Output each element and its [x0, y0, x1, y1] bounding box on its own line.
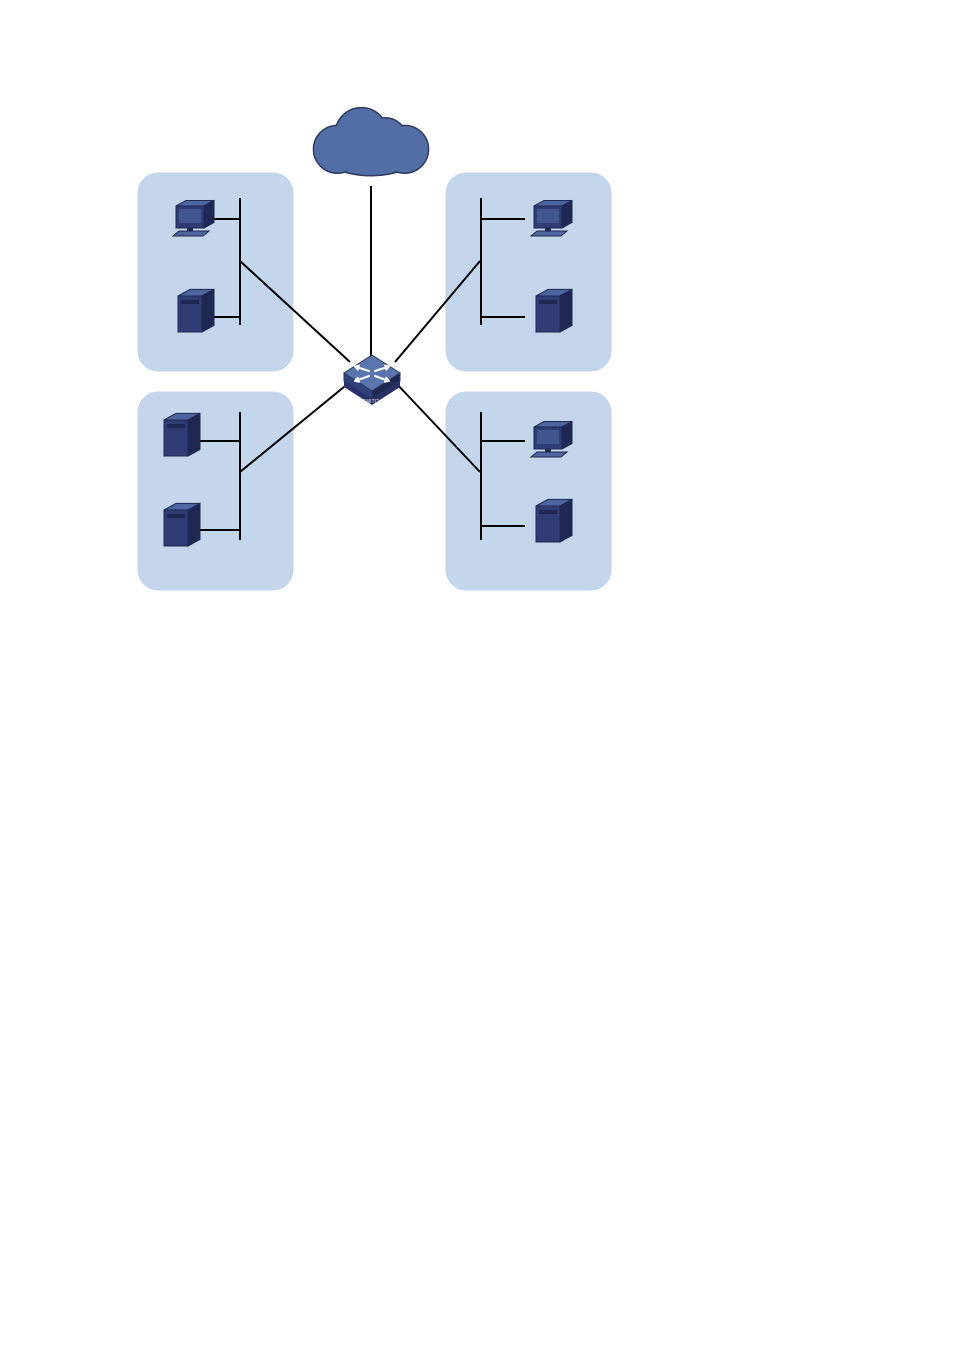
- switch-label: SWITCH: [362, 399, 382, 405]
- diagram-canvas: SWITCH: [0, 0, 954, 1350]
- server-icon: [164, 503, 200, 546]
- server-icon: [536, 289, 572, 332]
- pc-icon: [173, 201, 214, 237]
- server-icon: [536, 499, 572, 542]
- zone-zone-c: [138, 392, 293, 590]
- pc-icon: [531, 201, 572, 237]
- cloud-icon: [313, 108, 428, 176]
- network-diagram: SWITCH: [0, 0, 954, 1350]
- zone-zone-d: [446, 392, 611, 590]
- server-icon: [178, 289, 214, 332]
- server-icon: [164, 413, 200, 456]
- zone-zone-a: [138, 173, 293, 371]
- switch-icon: SWITCH: [344, 355, 400, 405]
- pc-icon: [531, 422, 572, 458]
